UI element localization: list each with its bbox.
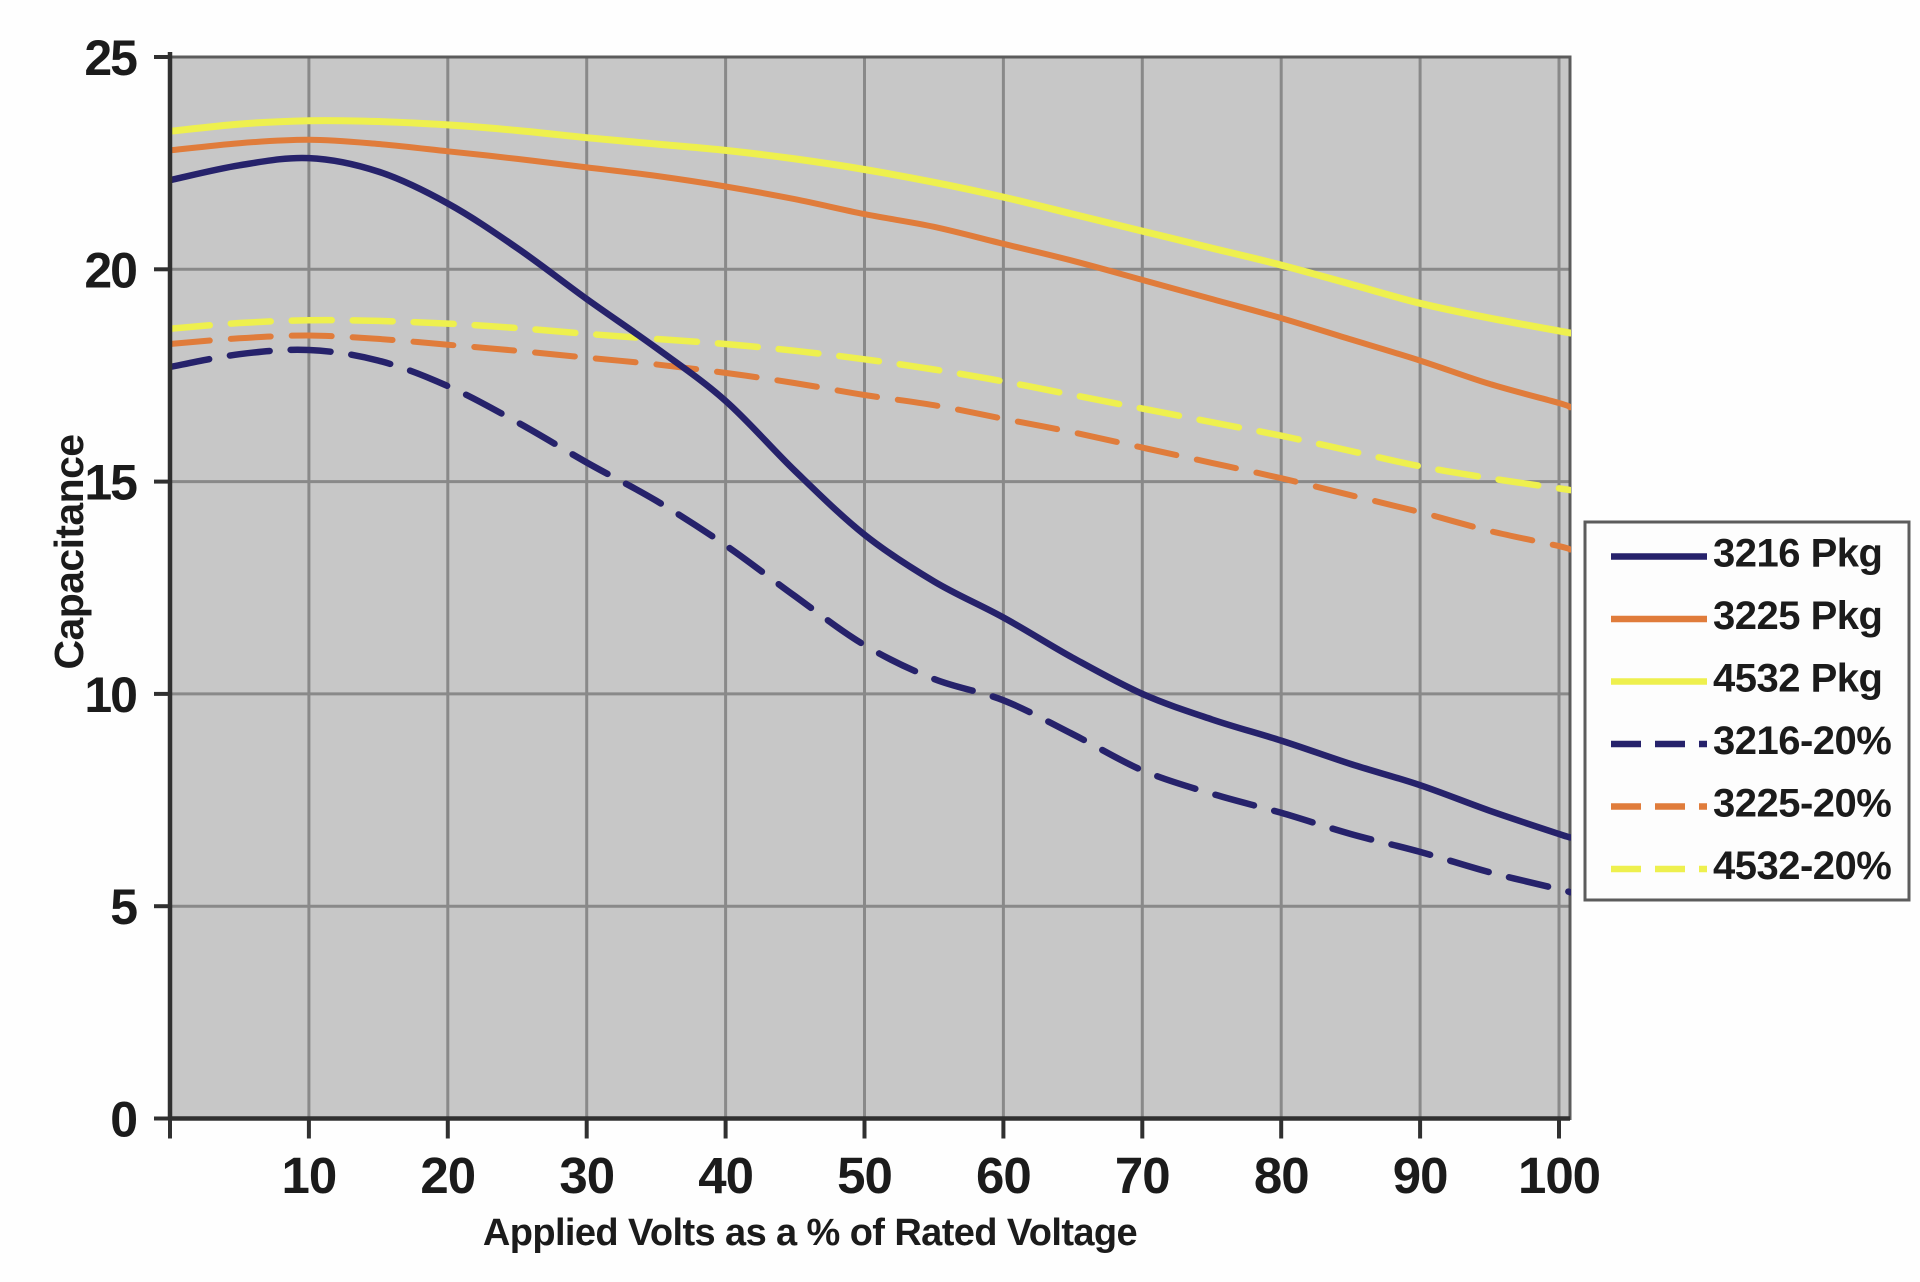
- svg-text:30: 30: [559, 1147, 614, 1204]
- svg-text:20: 20: [420, 1147, 475, 1204]
- svg-text:80: 80: [1254, 1147, 1309, 1204]
- svg-text:50: 50: [837, 1147, 892, 1204]
- svg-text:70: 70: [1115, 1147, 1170, 1204]
- svg-text:Capacitance: Capacitance: [46, 435, 92, 670]
- svg-text:3225 Pkg: 3225 Pkg: [1713, 594, 1882, 638]
- svg-text:15: 15: [84, 455, 137, 511]
- svg-text:25: 25: [84, 30, 137, 86]
- svg-text:3216 Pkg: 3216 Pkg: [1713, 532, 1882, 576]
- svg-text:4532 Pkg: 4532 Pkg: [1713, 657, 1882, 701]
- svg-text:90: 90: [1393, 1147, 1448, 1204]
- svg-text:60: 60: [976, 1147, 1031, 1204]
- svg-text:10: 10: [84, 667, 136, 723]
- svg-text:3216-20%: 3216-20%: [1713, 719, 1891, 763]
- svg-text:10: 10: [282, 1147, 337, 1204]
- svg-text:0: 0: [110, 1092, 136, 1148]
- svg-text:40: 40: [698, 1147, 753, 1204]
- svg-text:Applied Volts as a % of Rated: Applied Volts as a % of Rated Voltage: [483, 1212, 1137, 1254]
- svg-text:100: 100: [1518, 1147, 1600, 1204]
- svg-text:5: 5: [110, 879, 137, 935]
- svg-text:20: 20: [84, 242, 136, 298]
- svg-text:3225-20%: 3225-20%: [1713, 782, 1891, 826]
- svg-text:4532-20%: 4532-20%: [1713, 844, 1891, 888]
